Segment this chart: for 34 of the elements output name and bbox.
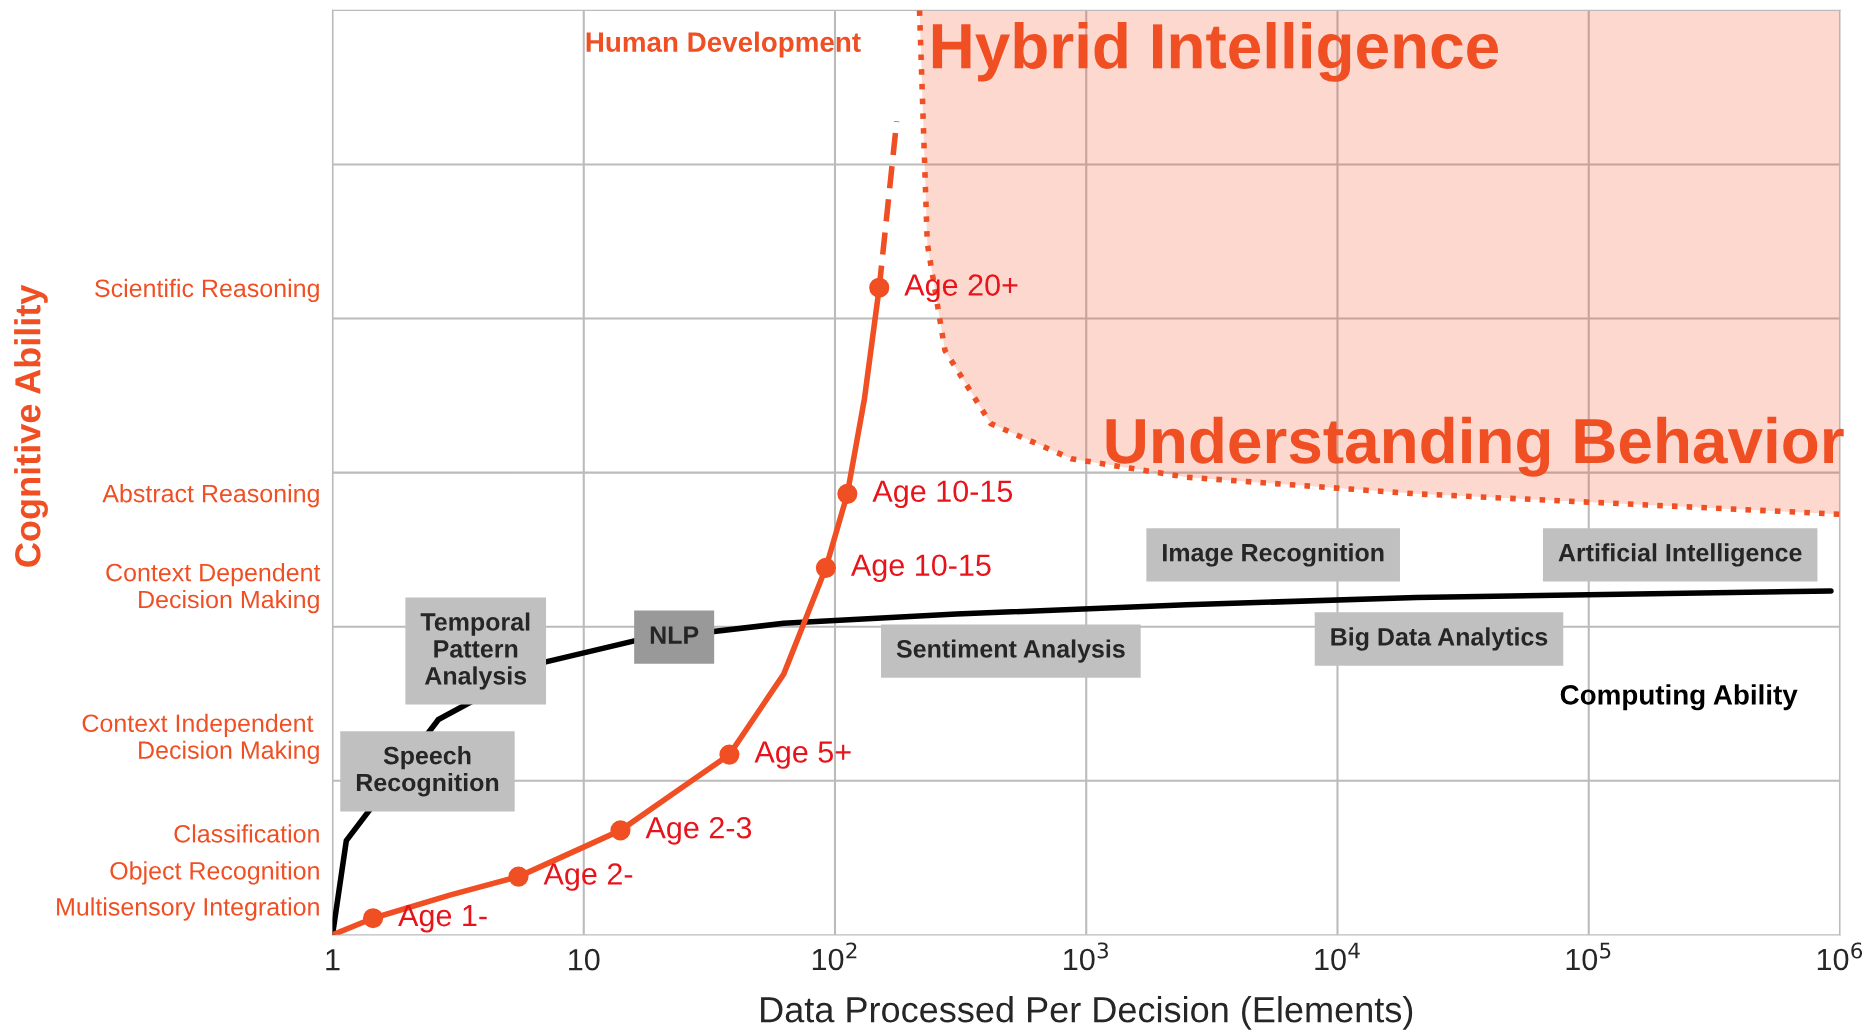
text: Cognitive Ability xyxy=(14,284,48,567)
annotation: NLP xyxy=(650,626,699,644)
annotation: Temporal Pattern Analysis xyxy=(420,612,530,690)
text: Multisensory Integration xyxy=(57,897,319,921)
annotation: Age 10-15 xyxy=(872,480,1013,509)
annotation: Artificial Intelligence xyxy=(1558,543,1802,567)
annotation: Human Development xyxy=(586,31,861,58)
x-tick-label: 10$^{4}$ xyxy=(1315,942,1360,971)
annotation: Hybrid Intelligence xyxy=(932,22,1498,82)
text: Classification xyxy=(174,824,319,843)
annotation: Age 2- xyxy=(543,863,633,891)
x-tick-label: 10 xyxy=(569,948,600,971)
annotation: Age 5+ xyxy=(754,741,851,769)
x-tick-label: 10$^{3}$ xyxy=(1064,942,1108,971)
annotation: Image Recognition xyxy=(1163,543,1384,567)
annotation: Understanding Behavior xyxy=(1106,416,1844,477)
text: Scientific Reasoning xyxy=(95,278,319,303)
x-tick-label: 10$^{2}$ xyxy=(812,942,857,971)
annotation: Age 1- xyxy=(398,905,487,933)
annotation: Age 20+ xyxy=(904,274,1018,302)
annotation: Sentiment Analysis xyxy=(896,639,1125,663)
annotation: Speech Recognition xyxy=(356,746,499,797)
x-tick-label: 10$^{6}$ xyxy=(1817,942,1863,971)
annotation: Computing Ability xyxy=(1560,684,1798,711)
x-tick-label: 10$^{5}$ xyxy=(1566,942,1611,971)
text: Context Dependent Decision Making xyxy=(106,563,321,614)
text: Abstract Reasoning xyxy=(102,484,319,508)
x-tick-label: 1 xyxy=(326,949,340,971)
text: Context Independent Decision Making xyxy=(82,713,319,764)
text: Object Recognition xyxy=(110,861,319,885)
annotation: Big Data Analytics xyxy=(1331,627,1548,651)
x-axis-title: Data Processed Per Decision (Elements) xyxy=(761,995,1413,1030)
annotation: Age 10-15 xyxy=(850,554,991,583)
annotation: Age 2-3 xyxy=(645,816,752,845)
